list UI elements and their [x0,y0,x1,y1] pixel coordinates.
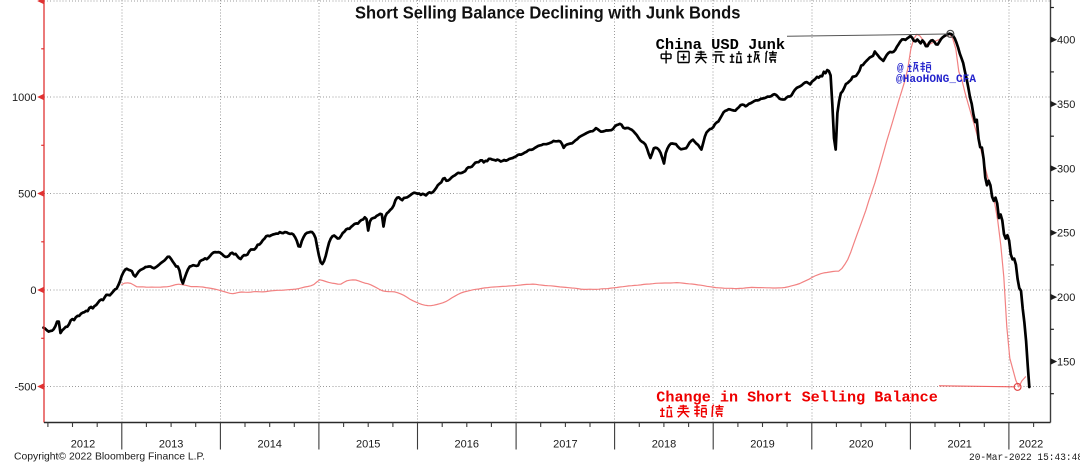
svg-text:Copyright© 2022 Bloomberg Fina: Copyright© 2022 Bloomberg Finance L.P. [14,451,205,463]
svg-text:2016: 2016 [455,438,479,450]
svg-text:200: 200 [1057,292,1075,304]
svg-text:20-Mar-2022 15:43:48: 20-Mar-2022 15:43:48 [969,452,1080,464]
svg-text:2019: 2019 [750,438,774,450]
svg-text:1000: 1000 [12,92,36,104]
svg-text:2018: 2018 [652,438,676,450]
svg-text:2017: 2017 [553,438,577,450]
svg-text:@HaoHONG_CFA: @HaoHONG_CFA [896,74,976,86]
svg-text:@: @ [897,63,904,75]
svg-text:350: 350 [1057,99,1075,111]
svg-text:2022: 2022 [1019,438,1043,450]
svg-text:2013: 2013 [159,438,183,450]
svg-text:0: 0 [30,285,36,297]
svg-text:2021: 2021 [947,438,971,450]
svg-text:2015: 2015 [356,438,380,450]
svg-text:2020: 2020 [849,438,873,450]
svg-text:Change in Short Selling Balanc: Change in Short Selling Balance [656,389,938,406]
svg-text:2014: 2014 [257,438,281,450]
svg-text:2012: 2012 [71,438,95,450]
svg-text:250: 250 [1057,228,1075,240]
svg-text:150: 150 [1057,356,1075,368]
svg-text:300: 300 [1057,163,1075,175]
svg-text:500: 500 [18,188,36,200]
svg-text:China USD Junk: China USD Junk [656,37,786,54]
svg-text:400: 400 [1057,35,1075,47]
svg-text:-500: -500 [14,381,36,393]
svg-text:Short Selling Balance Declinin: Short Selling Balance Declining with Jun… [355,3,741,23]
